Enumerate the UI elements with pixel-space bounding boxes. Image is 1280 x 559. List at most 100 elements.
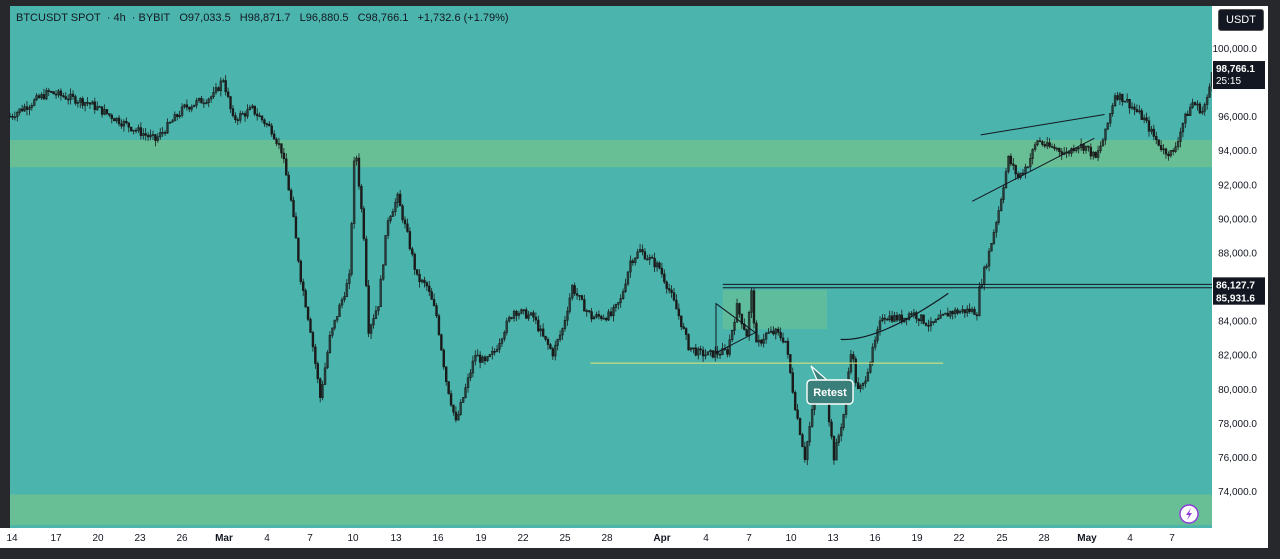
candle-body: [529, 312, 533, 316]
symbol-name[interactable]: BTCUSDT SPOT: [16, 12, 101, 24]
candle-body: [304, 290, 307, 308]
candle-body: [83, 102, 87, 106]
candle-body: [777, 328, 780, 333]
candle-body: [856, 382, 860, 389]
candle-body: [115, 117, 118, 122]
candle-body: [125, 120, 128, 124]
candle-body: [435, 305, 438, 317]
candle-body: [171, 120, 174, 123]
candle-body: [978, 286, 981, 317]
pennant-triangle[interactable]: [715, 302, 757, 354]
candle-body: [18, 108, 21, 113]
wedge-lower-line[interactable]: [971, 137, 1095, 202]
candle-body: [1089, 146, 1093, 157]
candle-body: [96, 106, 99, 110]
candle-body: [621, 291, 625, 299]
candle-body: [454, 411, 458, 421]
candle-body: [1176, 141, 1180, 148]
candle-body: [459, 402, 462, 415]
candle-body: [970, 308, 974, 312]
candle-body: [285, 158, 288, 176]
candle-body: [995, 222, 998, 233]
candle-body: [966, 308, 969, 314]
candle-body: [457, 414, 460, 421]
x-tick-label: Apr: [653, 533, 670, 544]
candle-body: [469, 372, 472, 379]
candle-body: [692, 347, 695, 350]
candle-body: [333, 319, 336, 329]
candle-body: [122, 120, 126, 127]
candle-body: [1053, 146, 1056, 149]
x-tick-label: 13: [827, 533, 839, 544]
candle-body: [134, 129, 138, 132]
candle-body: [893, 315, 896, 322]
candle-body: [934, 319, 937, 323]
candle-body: [1145, 117, 1148, 121]
candle-body: [762, 338, 765, 344]
candle-body: [28, 107, 31, 110]
candle-body: [837, 435, 840, 443]
candle-body: [830, 421, 833, 437]
candle-body: [595, 314, 598, 318]
candle-body: [432, 299, 436, 307]
candle-body: [677, 308, 681, 317]
candle-body: [1041, 141, 1044, 145]
candle-body: [517, 313, 521, 316]
candle-body: [929, 321, 933, 327]
retest-callout[interactable]: Retest: [806, 365, 854, 405]
candle-body: [263, 119, 266, 125]
candle-body: [1135, 109, 1139, 113]
candle-body: [1130, 106, 1134, 109]
candle-body: [226, 91, 230, 97]
candle-body: [871, 346, 874, 363]
candle-body: [466, 377, 470, 388]
candle-body: [1196, 103, 1199, 106]
candle-body: [243, 113, 247, 117]
candle-body: [185, 104, 189, 108]
candle-body: [348, 273, 351, 284]
level-tag-label: 86,127.7: [1216, 280, 1255, 291]
candle-body: [1125, 99, 1129, 102]
candle-body: [282, 152, 286, 160]
candle-body: [600, 315, 603, 319]
candle-body: [915, 312, 918, 320]
candle-body: [638, 249, 642, 253]
lightning-icon[interactable]: [1179, 504, 1199, 524]
candle-body: [503, 332, 506, 340]
candle-body: [667, 288, 671, 291]
candle-body: [62, 95, 65, 97]
candle-body: [578, 295, 581, 297]
candle-body: [985, 265, 988, 268]
candle-body: [234, 115, 237, 120]
price-axis[interactable]: [1212, 6, 1268, 548]
candle-body: [33, 99, 36, 106]
candle-body: [568, 297, 572, 312]
candle-body: [689, 347, 693, 351]
candle-body: [486, 356, 489, 362]
candle-body: [619, 298, 622, 303]
candle-body: [1043, 144, 1046, 147]
currency-button[interactable]: USDT: [1218, 9, 1264, 31]
candle-body: [71, 93, 75, 97]
wedge-upper-line[interactable]: [980, 113, 1105, 136]
x-tick-label: Mar: [215, 533, 233, 544]
candle-body: [890, 315, 894, 322]
candle-body: [1109, 113, 1112, 124]
candle-body: [445, 366, 448, 382]
x-tick-label: 13: [390, 533, 402, 544]
candle-body: [8, 115, 12, 118]
candle-body: [650, 256, 654, 259]
candle-body: [706, 351, 710, 356]
candle-body: [1012, 163, 1015, 166]
y-tick-label: 80,000.0: [1218, 385, 1257, 396]
time-axis[interactable]: [0, 528, 1212, 548]
candle-body: [910, 313, 913, 315]
candle-body: [236, 119, 239, 121]
interval[interactable]: 4h: [113, 12, 126, 24]
rounding-curve[interactable]: [840, 292, 949, 340]
candle-body: [1123, 100, 1126, 103]
candle-body: [314, 346, 317, 364]
candle-body: [539, 328, 542, 332]
candle-body: [1193, 102, 1197, 106]
